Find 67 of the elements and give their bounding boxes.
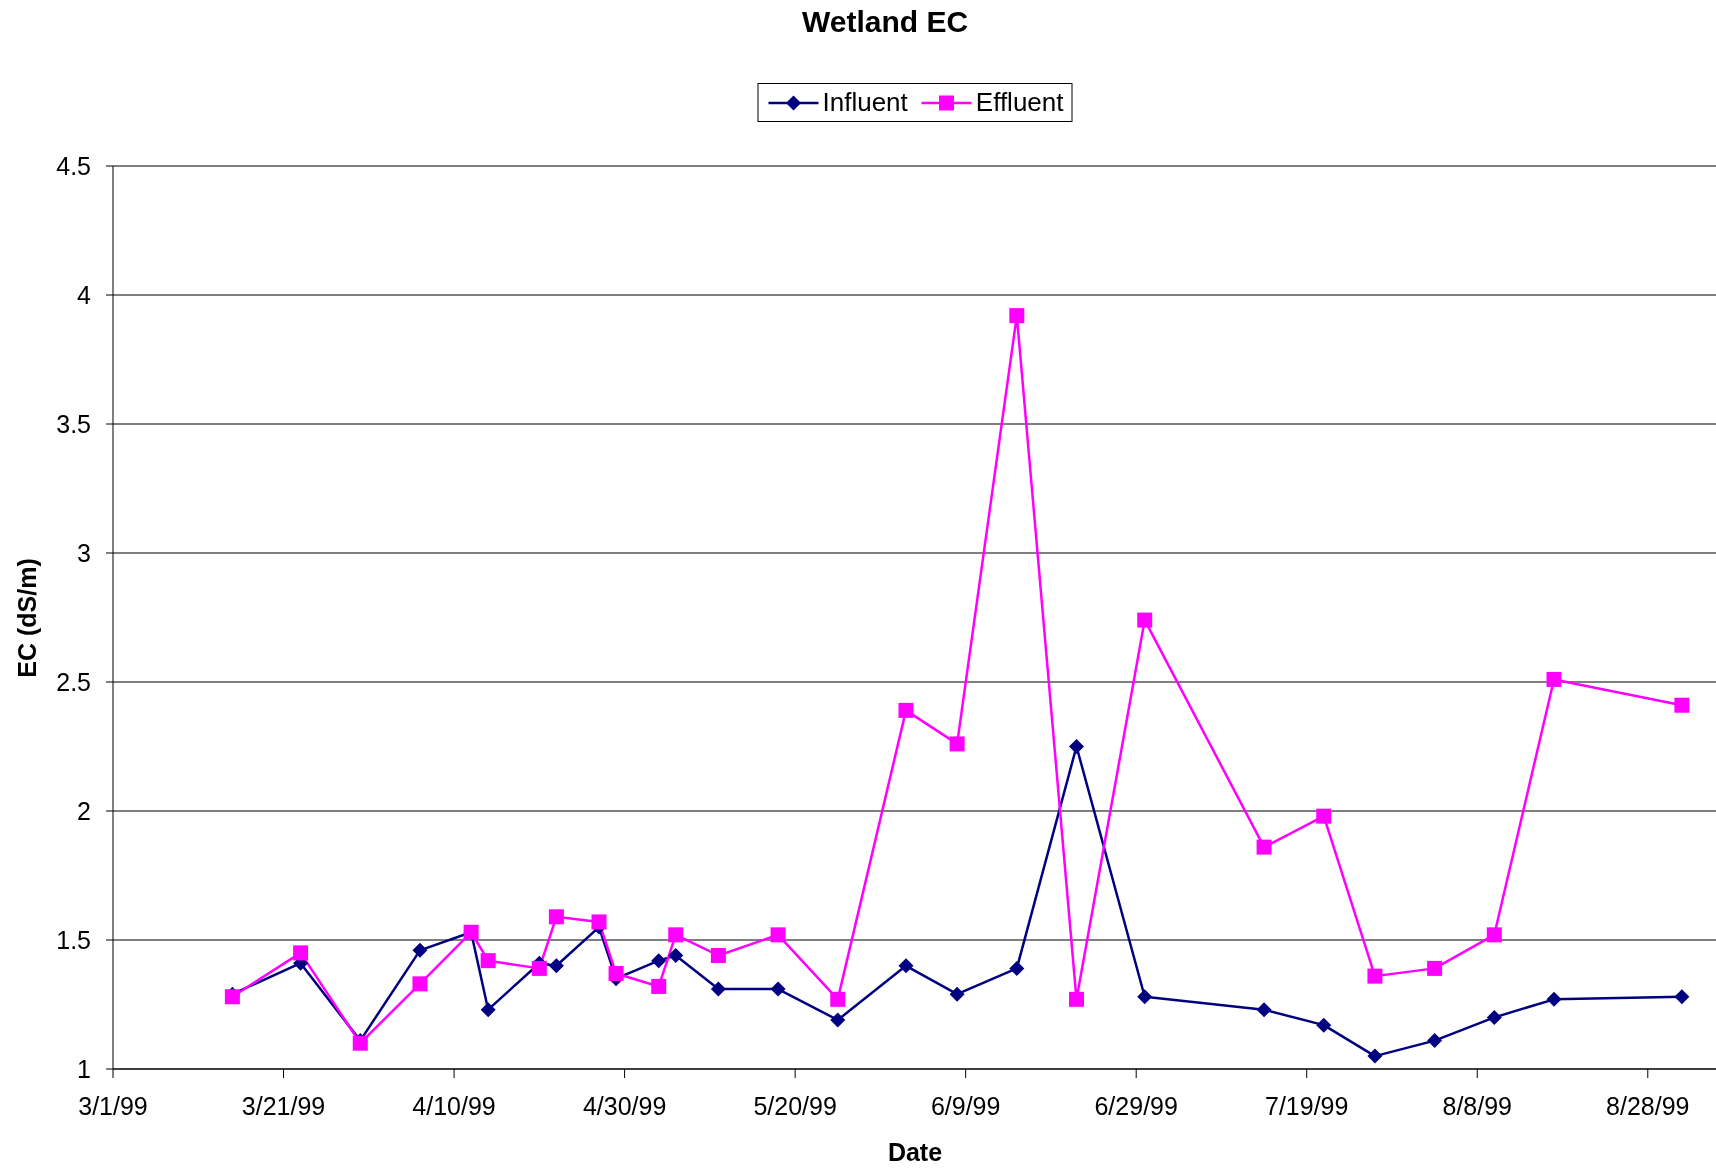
point (531, 960, 547, 976)
point (1137, 612, 1153, 628)
point (480, 1002, 496, 1018)
y-axis-title: EC (dS/m) (12, 558, 42, 678)
y-tick-label: 2 (77, 796, 91, 825)
point (1069, 991, 1085, 1007)
point (1367, 968, 1383, 984)
x-tick-label: 8/8/99 (1442, 1091, 1513, 1120)
point (293, 945, 309, 961)
point (898, 702, 914, 718)
point (1674, 989, 1690, 1005)
point (668, 927, 684, 943)
point (548, 958, 564, 974)
x-tick-label: 4/30/99 (582, 1091, 667, 1120)
point (770, 981, 786, 997)
point (1316, 1017, 1332, 1033)
point (1546, 671, 1562, 687)
point (770, 927, 786, 943)
x-tick-label: 6/9/99 (930, 1091, 1001, 1120)
point (830, 991, 846, 1007)
x-tick-label: 3/1/99 (78, 1091, 148, 1120)
point (591, 914, 607, 930)
point (1486, 1009, 1502, 1025)
y-tick-label: 4 (77, 280, 92, 309)
point (608, 966, 624, 982)
y-tick-label: 1.5 (56, 925, 91, 954)
y-tick-label: 3.5 (56, 409, 91, 438)
point (1367, 1048, 1383, 1064)
point (1256, 839, 1272, 855)
point (480, 953, 496, 969)
x-axis-title: Date (887, 1137, 943, 1167)
point (710, 947, 726, 963)
y-tick-label: 4.5 (56, 151, 91, 180)
legend-label: Influent (822, 87, 908, 118)
point (830, 1012, 846, 1028)
legend-label: Effluent (975, 87, 1064, 118)
point (1427, 960, 1443, 976)
y-tick-label: 1 (77, 1054, 91, 1083)
point (1009, 308, 1025, 324)
x-tick-label: 6/29/99 (1094, 1091, 1178, 1120)
point (412, 942, 428, 958)
point (548, 909, 564, 925)
point (1137, 989, 1153, 1005)
x-tick-label: 4/10/99 (412, 1091, 496, 1120)
point (1316, 808, 1332, 824)
point (898, 958, 914, 974)
x-tick-label: 5/20/99 (753, 1091, 837, 1120)
point (1674, 697, 1690, 713)
point (710, 981, 726, 997)
point (1546, 991, 1562, 1007)
point (1009, 960, 1025, 976)
x-tick-label: 7/19/99 (1265, 1091, 1349, 1120)
point (1069, 739, 1085, 754)
x-tick-label: 8/28/99 (1606, 1091, 1690, 1120)
chart-title: Wetland EC (801, 5, 969, 39)
x-tick-label: 3/21/99 (241, 1091, 326, 1120)
point (668, 947, 684, 963)
point (1427, 1033, 1443, 1049)
point (949, 986, 965, 1002)
point (412, 976, 428, 992)
point (1256, 1002, 1272, 1018)
point (651, 953, 667, 969)
y-tick-label: 2.5 (56, 667, 91, 696)
point (949, 736, 965, 752)
point (1486, 927, 1502, 943)
y-tick-label: 3 (77, 538, 91, 567)
point (651, 978, 667, 994)
